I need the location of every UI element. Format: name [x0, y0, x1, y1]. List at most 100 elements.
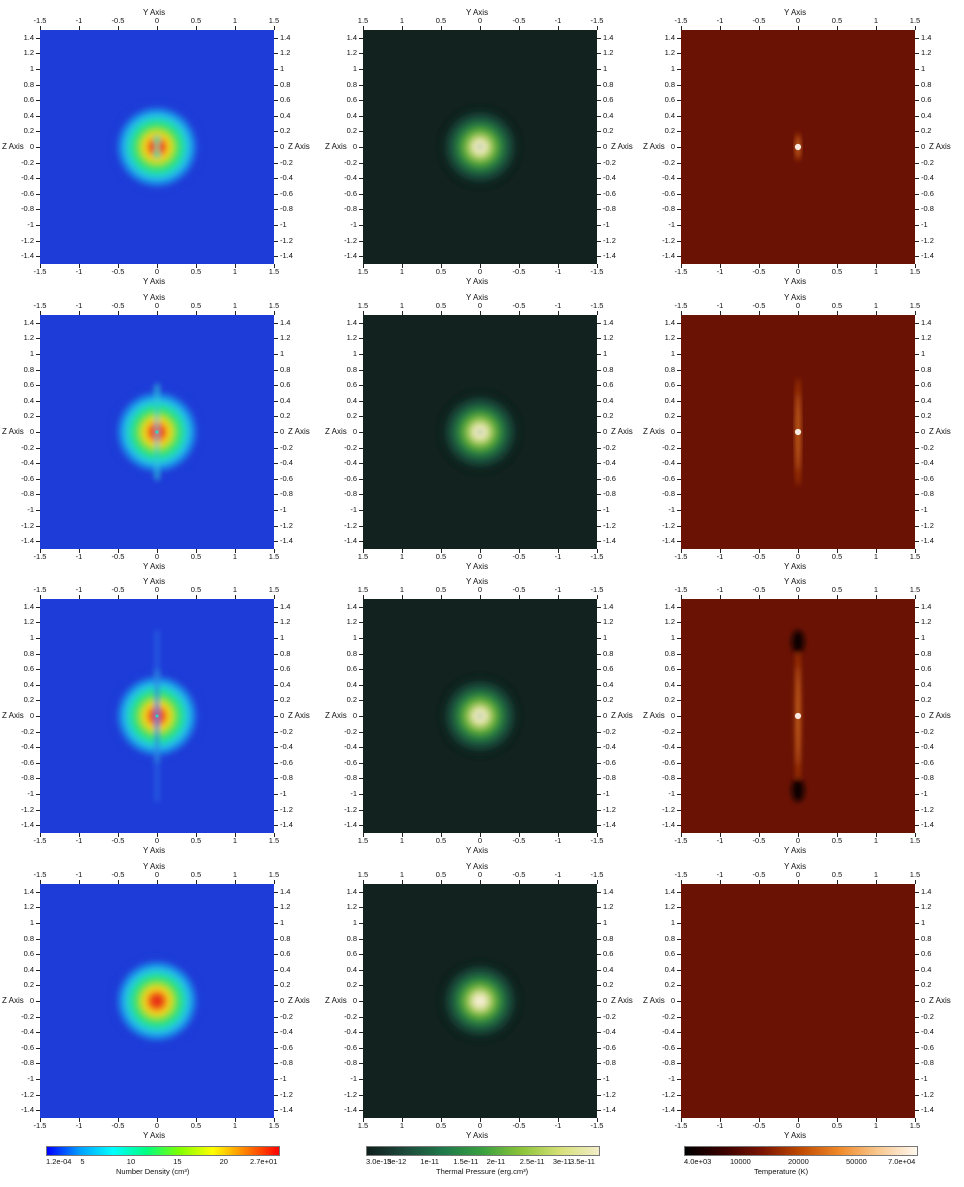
z-tick-left: -0.6 [662, 473, 675, 483]
z-tick-mark-right [915, 478, 919, 480]
z-tick-left: -0.8 [21, 1058, 34, 1068]
z-tick-mark-left [677, 762, 681, 764]
z-tick-right: -0.8 [280, 1058, 293, 1068]
z-tick-mark-left [36, 225, 40, 226]
z-tick-right: 0.6 [921, 380, 932, 390]
z-tick-left: -0.4 [344, 1027, 357, 1037]
z-tick-left: 0.4 [23, 964, 34, 974]
z-tick-mark-right [274, 354, 278, 355]
z-tick-mark-left [359, 53, 363, 54]
z-tick-left: 0.8 [664, 364, 675, 374]
z-tick-mark-left [36, 794, 40, 795]
y-tick-top: 0 [477, 870, 483, 879]
z-tick-mark-right [597, 653, 601, 655]
z-tick-mark-right [915, 1047, 919, 1049]
z-tick-mark-right [274, 84, 278, 86]
panel-r3-c1: 1.5 1.5 1 1 0.5 0.5 0 0 -0.5 -0.5 -1 -1 -1.5 -1.5 1.4 1… [323, 862, 641, 1152]
z-tick-mark-right [915, 700, 919, 701]
z-axis-title-left: Z Axis [2, 996, 24, 1005]
z-tick-mark-right [274, 240, 278, 242]
map-structure [111, 955, 203, 1047]
z-tick-right: 0.2 [280, 695, 291, 705]
z-tick-left: -1 [27, 505, 34, 514]
y-tick-mark-top [196, 26, 197, 30]
z-tick-left: 0.2 [23, 411, 34, 421]
z-tick-right: 1.4 [280, 601, 291, 611]
z-tick-mark-right [597, 131, 601, 132]
y-tick-mark-bottom [480, 549, 481, 553]
y-tick-mark-bottom [441, 833, 442, 837]
y-tick-bottom: 0.5 [435, 836, 447, 845]
z-tick-right: 0.8 [921, 648, 932, 658]
z-tick-left: -0.4 [662, 173, 675, 183]
panel-r1-c2: -1.5 -1.5 -1 -1 -0.5 -0.5 0 0 0.5 0.5 1 1 1.5 1.5 1.4 1… [641, 293, 959, 583]
z-tick-left: 0.4 [664, 964, 675, 974]
z-tick-right: 0.2 [921, 126, 932, 136]
y-tick-top: -1 [554, 870, 562, 879]
y-tick-bottom: -0.5 [111, 267, 125, 276]
y-tick-mark-bottom [837, 1118, 838, 1122]
panel-r2-c2: -1.5 -1.5 -1 -1 -0.5 -0.5 0 0 0.5 0.5 1 1 1.5 1.5 1.4 1… [641, 577, 959, 867]
z-tick-right: 1.2 [280, 902, 291, 912]
z-tick-mark-right [915, 400, 919, 402]
z-tick-mark-left [36, 432, 40, 433]
z-tick-mark-right [597, 747, 601, 748]
z-tick-left: 1.4 [23, 601, 34, 611]
map-background [681, 884, 915, 1118]
y-tick-mark-bottom [157, 549, 158, 553]
z-tick-mark-left [359, 115, 363, 117]
z-tick-left: 1 [670, 64, 675, 73]
y-tick-top: -1 [716, 301, 724, 310]
z-tick-mark-left [677, 494, 681, 495]
z-tick-right: -1.4 [921, 820, 934, 830]
z-tick-mark-right [915, 432, 919, 433]
z-tick-mark-right [597, 525, 601, 527]
z-tick-left: 1.2 [23, 48, 34, 58]
z-tick-mark-right [274, 463, 278, 464]
z-tick-mark-left [359, 525, 363, 527]
y-tick-bottom: 1.5 [268, 552, 280, 561]
z-tick-mark-right [597, 923, 601, 924]
z-tick-mark-left [36, 954, 40, 955]
z-tick-mark-right [597, 100, 601, 101]
z-tick-right: 1 [280, 633, 285, 642]
z-tick-mark-right [915, 907, 919, 908]
z-tick-right: 1 [280, 64, 285, 73]
z-tick-left: -0.2 [344, 726, 357, 736]
z-tick-mark-left [359, 225, 363, 226]
y-tick-top: 1 [873, 301, 879, 310]
z-tick-right: -0.2 [603, 1011, 616, 1021]
colorbar-tick-label: 1.5e-11 [453, 1157, 479, 1166]
z-tick-left: 0.8 [346, 79, 357, 89]
z-tick-left: 1.4 [23, 886, 34, 896]
z-tick-mark-left [359, 162, 363, 164]
z-tick-mark-left [677, 240, 681, 242]
y-tick-mark-bottom [681, 833, 682, 837]
z-tick-mark-left [359, 338, 363, 339]
z-tick-left: 0.2 [346, 980, 357, 990]
z-tick-left: -0.8 [344, 489, 357, 499]
z-tick-mark-left [359, 256, 363, 257]
y-tick-bottom: 0.5 [435, 267, 447, 276]
z-tick-right: 1 [921, 64, 926, 73]
z-tick-right: -1.2 [280, 520, 293, 530]
y-tick-mark-top [558, 595, 559, 599]
y-tick-bottom: 0.5 [190, 836, 202, 845]
temperature-map-svg [681, 30, 915, 264]
y-tick-top: -1 [716, 16, 724, 25]
z-tick-left: 0 [29, 142, 34, 151]
z-tick-right: -0.4 [603, 1027, 616, 1037]
y-tick-bottom: 1 [232, 552, 238, 561]
z-tick-right: 0.2 [603, 126, 614, 136]
y-tick-mark-bottom [441, 264, 442, 268]
z-tick-mark-right [274, 731, 278, 733]
z-tick-left: 0.4 [346, 395, 357, 405]
z-tick-mark-right [915, 147, 919, 148]
z-tick-mark-left [677, 653, 681, 655]
y-tick-mark-top [196, 595, 197, 599]
y-tick-top: 1 [873, 585, 879, 594]
z-tick-mark-right [597, 225, 601, 226]
z-tick-left: 0.4 [23, 395, 34, 405]
y-tick-bottom: 1 [232, 836, 238, 845]
y-tick-mark-top [597, 311, 598, 315]
